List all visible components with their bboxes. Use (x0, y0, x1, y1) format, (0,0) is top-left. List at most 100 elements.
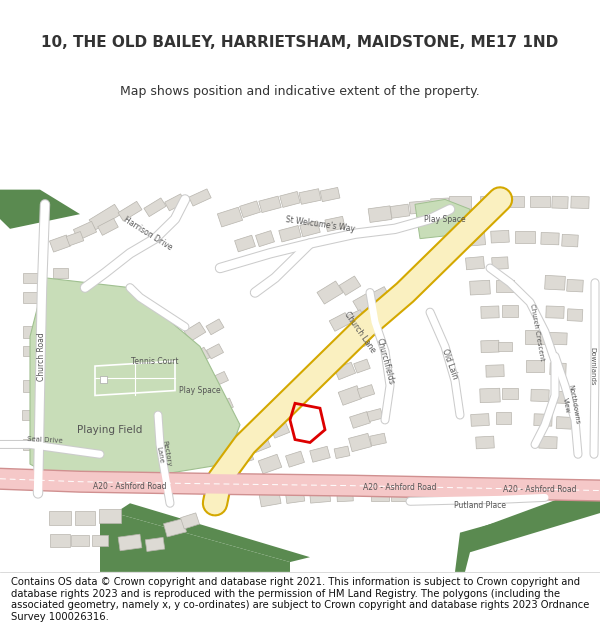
Text: Church Road: Church Road (37, 332, 47, 381)
Bar (354, 359, 370, 373)
Bar (144, 198, 166, 217)
Bar (539, 436, 557, 449)
Bar (206, 319, 224, 335)
Bar (258, 454, 282, 474)
Bar (236, 450, 254, 464)
Bar (370, 433, 386, 446)
Bar (206, 344, 224, 359)
Text: 10, THE OLD BAILEY, HARRIETSHAM, MAIDSTONE, ME17 1ND: 10, THE OLD BAILEY, HARRIETSHAM, MAIDSTO… (41, 34, 559, 49)
Bar (481, 340, 499, 352)
Bar (506, 196, 524, 208)
Bar (190, 348, 210, 365)
Bar (212, 371, 229, 386)
Bar (23, 326, 37, 338)
Bar (337, 489, 353, 502)
Bar (333, 336, 357, 357)
Bar (181, 513, 199, 529)
Bar (525, 330, 545, 344)
Bar (370, 287, 390, 304)
Bar (145, 538, 165, 551)
Bar (259, 490, 281, 507)
Bar (222, 424, 238, 438)
Bar (502, 305, 518, 317)
Bar (334, 446, 350, 459)
Bar (391, 489, 409, 501)
Bar (99, 509, 121, 523)
Bar (410, 489, 430, 502)
Bar (350, 412, 370, 428)
Bar (184, 322, 206, 341)
Bar (22, 410, 38, 420)
Text: St Welcume's Way: St Welcume's Way (285, 214, 355, 233)
Bar (49, 235, 71, 252)
Bar (571, 196, 589, 209)
Bar (339, 276, 361, 296)
Bar (320, 188, 340, 202)
Bar (534, 414, 552, 426)
Bar (271, 421, 290, 438)
Bar (280, 191, 300, 208)
Bar (329, 312, 351, 331)
Text: Play Space: Play Space (179, 386, 221, 395)
Bar (368, 206, 392, 222)
Bar (189, 189, 211, 206)
Bar (23, 273, 37, 282)
Bar (164, 519, 187, 537)
Bar (491, 231, 509, 243)
Polygon shape (480, 484, 600, 532)
Bar (194, 374, 216, 393)
Bar (214, 452, 236, 472)
Bar (498, 341, 512, 351)
Text: Downlands: Downlands (589, 347, 595, 385)
Bar (217, 208, 242, 227)
Bar (546, 306, 564, 318)
Bar (347, 310, 364, 324)
Polygon shape (30, 278, 240, 489)
Text: Churchfields: Churchfields (374, 337, 395, 386)
Text: A20 - Ashford Road: A20 - Ashford Road (93, 482, 167, 491)
Bar (353, 291, 377, 313)
Bar (567, 309, 583, 321)
Bar (431, 198, 449, 211)
Bar (554, 391, 571, 404)
Text: A20 - Ashford Road: A20 - Ashford Road (503, 485, 577, 494)
Bar (562, 234, 578, 247)
Bar (526, 360, 544, 372)
Bar (480, 388, 500, 402)
Bar (71, 534, 89, 546)
Bar (350, 333, 370, 350)
Bar (279, 226, 301, 242)
Bar (531, 389, 549, 402)
Text: Putland Place: Putland Place (454, 501, 506, 510)
Bar (491, 257, 508, 269)
Bar (205, 426, 226, 444)
Text: Rectory
Lane: Rectory Lane (154, 440, 172, 469)
Bar (476, 436, 494, 449)
Bar (286, 451, 304, 467)
Bar (23, 291, 37, 303)
Bar (250, 436, 271, 453)
Bar (89, 204, 121, 230)
Polygon shape (455, 494, 600, 572)
Bar (480, 196, 500, 208)
Bar (390, 204, 410, 218)
Bar (256, 231, 274, 247)
Bar (310, 488, 331, 503)
Bar (100, 376, 107, 382)
Bar (75, 511, 95, 525)
Text: Seal Drive: Seal Drive (27, 436, 63, 444)
Bar (502, 388, 518, 399)
Bar (66, 231, 84, 246)
Text: Church Lane: Church Lane (343, 309, 377, 354)
Text: Contains OS data © Crown copyright and database right 2021. This information is : Contains OS data © Crown copyright and d… (11, 578, 589, 622)
Bar (486, 365, 504, 377)
Bar (541, 232, 559, 245)
Bar (470, 414, 490, 426)
Bar (410, 201, 430, 214)
Polygon shape (415, 199, 470, 239)
Bar (552, 196, 568, 209)
Bar (200, 401, 220, 419)
Bar (285, 489, 305, 504)
Bar (545, 276, 565, 290)
Bar (367, 409, 383, 422)
